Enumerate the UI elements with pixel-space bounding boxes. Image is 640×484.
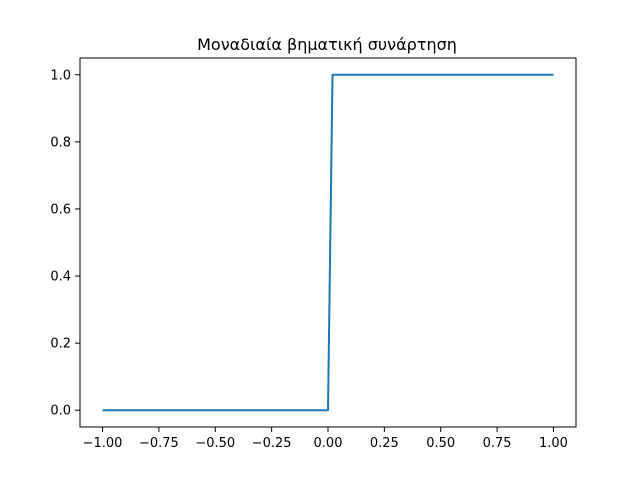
x-tick-label: −0.25 <box>252 436 292 451</box>
x-tick-label: 0.25 <box>370 436 399 451</box>
y-tick-label: 0.2 <box>50 337 71 352</box>
x-tick-label: 0.75 <box>483 436 512 451</box>
y-tick-label: 0.4 <box>50 270 71 285</box>
chart-title: Μοναδιαία βηματική συνάρτηση <box>197 35 457 54</box>
y-tick-label: 0.6 <box>50 202 71 217</box>
x-tick-label: −0.75 <box>139 436 179 451</box>
x-axis: −1.00 −0.75 −0.50 −0.25 0.00 0.25 0.50 0.75 1.00 <box>83 427 568 451</box>
y-tick-label: 1.0 <box>50 68 71 83</box>
x-tick-label: 0.50 <box>426 436 455 451</box>
y-axis: 0.0 0.2 0.4 0.6 0.8 1.0 <box>50 68 80 419</box>
y-tick-label: 0.0 <box>50 404 71 419</box>
x-tick-label: −0.50 <box>195 436 235 451</box>
step-line-series-0 <box>102 73 554 412</box>
x-tick-label: −1.00 <box>83 436 123 451</box>
x-tick-label: 0.00 <box>314 436 343 451</box>
x-tick-label: 1.00 <box>539 436 568 451</box>
y-tick-label: 0.8 <box>50 135 71 150</box>
